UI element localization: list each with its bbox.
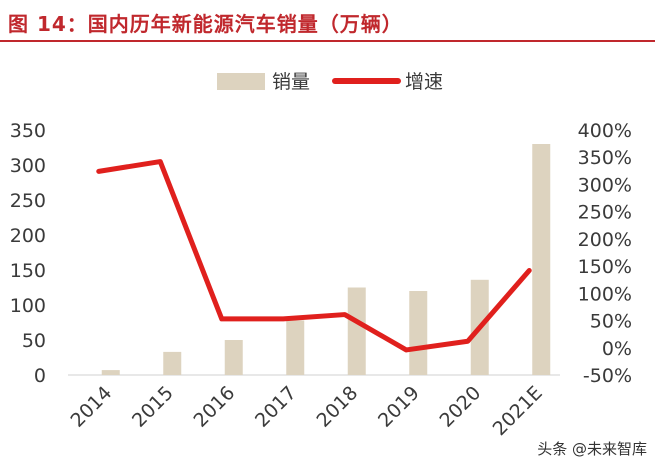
chart-title: 图 14：国内历年新能源汽车销量（万辆） xyxy=(8,12,403,36)
right-tick-label: 100% xyxy=(578,283,632,305)
bar xyxy=(409,291,428,375)
legend-label-sales: 销量 xyxy=(272,71,310,93)
left-tick-label: 150 xyxy=(10,260,46,282)
left-tick-label: 200 xyxy=(10,225,46,247)
bar xyxy=(286,320,305,375)
right-tick-label: 50% xyxy=(590,311,632,333)
bar xyxy=(532,144,551,375)
x-tick-label: 2014 xyxy=(67,382,117,432)
x-tick-label: 2021E xyxy=(489,382,547,440)
x-tick-label: 2015 xyxy=(128,382,178,432)
left-tick-label: 100 xyxy=(10,295,46,317)
legend-swatch-sales xyxy=(217,73,265,90)
right-tick-label: 0% xyxy=(602,338,632,360)
right-tick-label: 400% xyxy=(578,120,632,142)
bar xyxy=(347,287,366,375)
x-tick-label: 2018 xyxy=(313,382,363,432)
left-tick-label: 250 xyxy=(10,190,46,212)
right-tick-label: -50% xyxy=(583,365,632,387)
line-series xyxy=(96,159,532,353)
left-axis: 0 50 100 150 200 250 300 350 xyxy=(10,120,46,387)
title-divider xyxy=(0,40,655,42)
left-tick-label: 0 xyxy=(34,365,46,387)
legend: 销量 增速 xyxy=(217,71,443,93)
right-tick-label: 300% xyxy=(578,174,632,196)
x-tick-label: 2020 xyxy=(436,382,486,432)
left-tick-label: 350 xyxy=(10,120,46,142)
bar xyxy=(101,370,120,375)
x-tick-label: 2019 xyxy=(374,382,424,432)
left-tick-label: 300 xyxy=(10,155,46,177)
right-axis: -50% 0% 50% 100% 150% 200% 250% 300% 350% 400% xyxy=(578,120,632,387)
right-tick-label: 200% xyxy=(578,229,632,251)
watermark: 头条 @未来智库 xyxy=(537,440,647,458)
legend-label-growth: 增速 xyxy=(405,71,443,93)
x-tick-label: 2016 xyxy=(190,382,240,432)
growth-line xyxy=(96,159,532,353)
right-tick-label: 350% xyxy=(578,147,632,169)
bar-series xyxy=(101,144,551,375)
right-tick-label: 150% xyxy=(578,256,632,278)
bar xyxy=(224,340,243,375)
left-tick-label: 50 xyxy=(22,330,46,352)
x-axis: 2014 2015 2016 2017 2018 2019 2020 2021E xyxy=(67,382,547,440)
right-tick-label: 250% xyxy=(578,202,632,224)
x-tick-label: 2017 xyxy=(251,382,301,432)
bar xyxy=(163,351,182,375)
